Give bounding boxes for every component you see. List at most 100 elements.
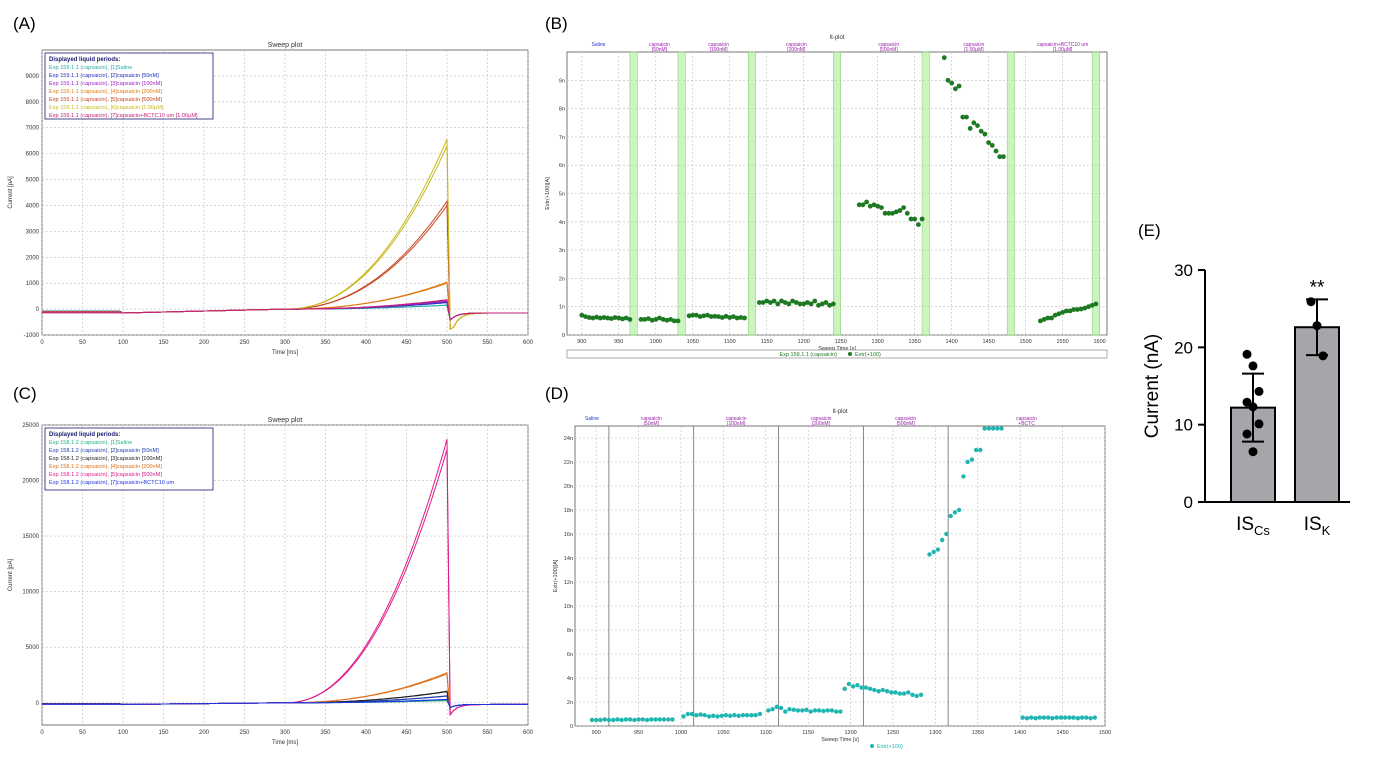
y-tick-label: 6n [567,652,573,658]
period-label: capsaicin [708,42,729,48]
x-tick-label: 350 [320,340,331,346]
data-point [918,692,924,697]
data-point [965,459,970,465]
period-label: capsaicin [786,42,807,48]
data-point [620,316,625,322]
data-point [694,713,699,718]
data-point [664,317,670,323]
washout-band [833,51,841,336]
data-point [871,202,877,208]
data-point [1062,715,1068,720]
data-point [1254,419,1264,429]
data-point [941,55,947,61]
data-point [993,148,999,154]
data-point [901,205,906,211]
category-subscript: Cs [1254,523,1270,538]
sweep-trace [42,698,528,709]
data-point [1084,715,1089,720]
legend-entry: Exp 158.1.2 (capsaicin), [1]Saline [49,440,132,446]
x-tick-label: 1350 [972,730,984,736]
data-point [884,689,890,694]
x-tick-label: 1600 [1093,339,1105,345]
data-point [579,312,585,318]
x-tick-label: 550 [482,730,493,736]
period-sublabel: [500nM] [897,421,916,427]
data-point [1067,715,1072,720]
data-point [975,123,980,128]
data-point [927,552,932,557]
data-point [653,717,658,722]
x-tick-label: 1300 [872,339,884,345]
x-tick-label: 1200 [844,730,856,736]
data-point [912,216,918,222]
data-point [706,714,712,719]
data-point [989,143,995,148]
data-point [834,709,839,714]
period-sublabel: [200nM] [787,47,806,53]
data-point [908,216,914,222]
legend-entry: Exp 158.1.2 (capsaicin), [5]capsaicin [5… [49,472,162,478]
data-point [640,717,645,722]
data-point [598,717,603,723]
data-point [1063,308,1069,314]
y-tick-label: 3n [559,248,565,254]
data-point [859,685,864,690]
data-point [801,301,807,307]
chart-title: Sweep plot [268,417,303,424]
x-axis-label: Time [ms] [272,350,298,356]
x-tick-label: 200 [199,730,210,736]
y-tick-label: 12n [564,580,573,586]
data-point [774,704,779,709]
data-point [1089,302,1095,308]
data-point [960,114,966,120]
sweep-plot-c: Sweep plot 0 50 100 150 200 250 300 350 400 450 500… [8,417,534,746]
data-point [1088,716,1093,721]
washout-band [1006,51,1015,336]
data-point [986,140,991,145]
data-point [770,707,775,712]
data-point [995,426,1000,431]
y-axis-label: Current [pA] [8,176,14,209]
data-point [1046,715,1051,720]
data-point [795,708,801,713]
panel-label-d: (D) [545,384,569,403]
data-point [764,298,770,304]
data-point [1029,715,1034,720]
legend-marker [870,744,874,748]
category-subscript: K [1322,523,1331,538]
data-point [783,709,788,714]
data-point [723,313,729,319]
legend-entry: Exp 159.1.1 (capsaicin), [7]capsaicin+BC… [49,113,198,119]
y-tick-label: 20 [1174,338,1193,357]
data-point [842,686,847,691]
data-point [731,314,736,319]
sweep-plot-a: Sweep plot 0 50 100 150 200 250 300 350 400 450 500… [8,42,534,356]
y-tick-label: 4000 [26,203,40,209]
x-tick-label: 150 [158,340,169,346]
panel-label-e: (E) [1138,221,1161,240]
data-point [742,315,747,321]
data-point [856,202,862,208]
data-point [1075,716,1081,721]
data-point [829,708,835,713]
period-sublabel: [500nM] [880,47,899,53]
category-base: IS [1236,514,1254,535]
data-point [642,317,648,322]
chart-title: It-plot [829,35,844,41]
x-tick-label: 0 [40,340,44,346]
data-point [671,318,677,324]
data-point [1248,402,1258,412]
period-label: capsaicin [649,42,670,48]
data-point [961,474,966,479]
data-point [821,708,826,714]
data-point [1078,306,1084,312]
data-point [880,687,885,693]
period-label: Saline [585,416,599,422]
data-point [1060,310,1065,315]
data-point [855,683,860,688]
data-point [971,120,977,126]
data-point [940,537,945,543]
data-point [606,717,612,723]
x-tick-label: 0 [40,730,44,736]
data-point [838,709,843,714]
